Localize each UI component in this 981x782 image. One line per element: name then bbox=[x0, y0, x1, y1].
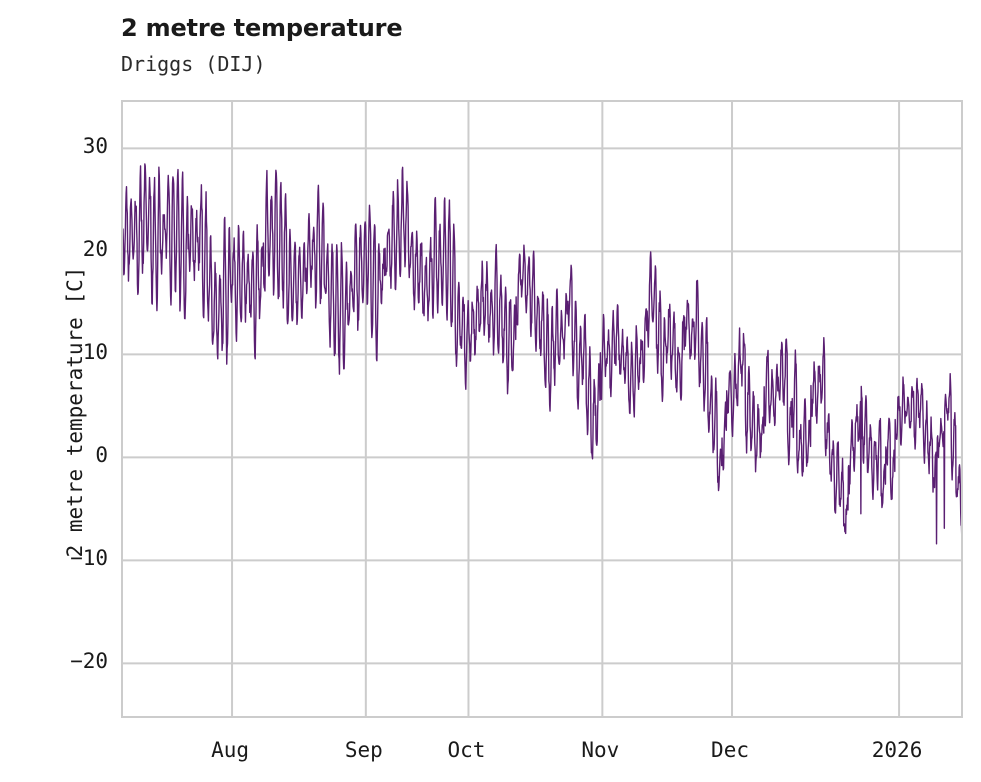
x-tick-label: 2026 bbox=[871, 738, 923, 762]
x-tick-label: Dec bbox=[711, 738, 749, 762]
y-tick-label: 20 bbox=[82, 237, 108, 262]
temperature-line bbox=[123, 163, 961, 545]
x-tick-label: Sep bbox=[344, 738, 383, 762]
chart-subtitle: Driggs (DIJ) bbox=[121, 52, 266, 76]
y-tick-label: −10 bbox=[70, 546, 108, 571]
y-tick-label: −20 bbox=[70, 649, 108, 674]
temperature-series bbox=[123, 102, 961, 716]
y-tick-label: 10 bbox=[82, 340, 108, 365]
y-tick-label: 30 bbox=[82, 134, 108, 159]
x-tick-label: Oct bbox=[447, 738, 486, 762]
plot-area bbox=[121, 100, 963, 718]
x-tick-label: Nov bbox=[581, 738, 620, 762]
chart-title: 2 metre temperature bbox=[121, 14, 403, 42]
x-tick-label: Aug bbox=[211, 738, 249, 762]
gridlines bbox=[123, 102, 961, 716]
y-axis-tick-labels: 30 20 10 0 −10 −20 bbox=[0, 0, 108, 782]
y-tick-label: 0 bbox=[95, 443, 108, 468]
